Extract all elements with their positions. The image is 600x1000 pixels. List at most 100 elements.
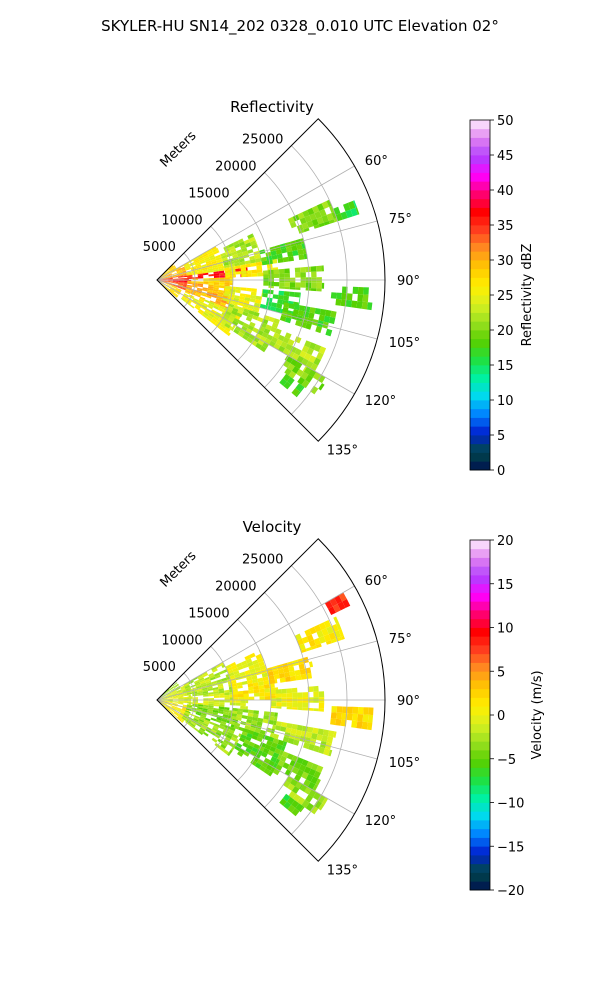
reflectivity-cell-region-19 bbox=[293, 304, 300, 311]
reflectivity-cell-region-5 bbox=[171, 285, 177, 288]
reflectivity-cell-region-6 bbox=[212, 248, 218, 253]
velocity-cell-region-4 bbox=[213, 702, 220, 705]
velocity-cell-region-13 bbox=[302, 692, 309, 698]
velocity-cell-region-15 bbox=[296, 757, 304, 765]
velocity-cell-region-3 bbox=[227, 681, 232, 685]
reflectivity-cell-region-6 bbox=[194, 261, 200, 265]
reflectivity-cell-region-4 bbox=[183, 283, 188, 285]
reflectivity-cell-region-11 bbox=[238, 258, 245, 263]
reflectivity-colorbar-level bbox=[470, 128, 490, 138]
reflectivity-cell-region-8 bbox=[224, 284, 230, 287]
velocity-cell-region-2 bbox=[161, 703, 166, 707]
reflectivity-cell-region-20 bbox=[299, 350, 307, 359]
velocity-cell-region-1 bbox=[171, 691, 177, 694]
reflectivity-cell-region-14 bbox=[239, 328, 246, 335]
velocity-cell-region-12 bbox=[331, 624, 339, 633]
reflectivity-cell-region-1 bbox=[161, 275, 167, 278]
velocity-cell-region-3 bbox=[202, 692, 209, 696]
velocity-cell-region-6 bbox=[201, 724, 208, 729]
reflectivity-cell-region-18 bbox=[271, 302, 278, 308]
reflectivity-cell-region-11 bbox=[240, 244, 247, 250]
reflectivity-cell-region-10 bbox=[194, 305, 200, 311]
reflectivity-cell-region-17 bbox=[316, 265, 322, 272]
velocity-cell-region-19 bbox=[295, 803, 304, 812]
velocity-cell-region-3 bbox=[228, 686, 233, 690]
velocity-colorbar-tick-label: −10 bbox=[497, 797, 524, 812]
velocity-cell-region-1 bbox=[167, 700, 173, 702]
reflectivity-cell-region-22 bbox=[367, 302, 373, 311]
velocity-cell-region-7 bbox=[232, 667, 239, 673]
reflectivity-cell-region-12 bbox=[251, 273, 258, 277]
reflectivity-colorbar-level bbox=[470, 382, 490, 392]
velocity-cell-region-13 bbox=[292, 707, 298, 710]
velocity-cell-region-9 bbox=[246, 719, 253, 724]
reflectivity-cell-region-6 bbox=[199, 259, 205, 263]
velocity-colorbar-level bbox=[470, 811, 490, 821]
velocity-cell-region-1 bbox=[177, 690, 183, 694]
velocity-cell-region-14 bbox=[306, 731, 313, 739]
velocity-cell-region-10 bbox=[236, 742, 243, 749]
reflectivity-cell-region-8 bbox=[203, 281, 209, 284]
velocity-cell-region-4 bbox=[219, 695, 225, 698]
reflectivity-cell-region-11 bbox=[254, 254, 261, 260]
reflectivity-cell-region-10 bbox=[216, 320, 222, 326]
velocity-cell-region-3 bbox=[216, 679, 222, 683]
velocity-theta-tick-label: 135° bbox=[327, 864, 358, 879]
reflectivity-cell-region-17 bbox=[310, 288, 317, 292]
reflectivity-cell-region-14 bbox=[271, 322, 279, 329]
reflectivity-cell-region-7 bbox=[197, 276, 204, 279]
velocity-cell-region-9 bbox=[237, 708, 244, 713]
velocity-cell-region-5 bbox=[186, 704, 193, 707]
velocity-cell-region-9 bbox=[244, 725, 251, 731]
reflectivity-cell-region-8 bbox=[203, 280, 209, 282]
velocity-cell-region-3 bbox=[218, 690, 225, 694]
reflectivity-cell-region-10 bbox=[209, 301, 215, 306]
reflectivity-cell-region-4 bbox=[183, 282, 188, 284]
reflectivity-cell-region-6 bbox=[196, 265, 202, 269]
velocity-cell-region-1 bbox=[177, 693, 183, 696]
reflectivity-cell-region-9 bbox=[196, 290, 202, 294]
velocity-cell-region-3 bbox=[221, 677, 228, 682]
reflectivity-cell-region-11 bbox=[221, 254, 228, 259]
velocity-cell-region-13 bbox=[313, 691, 319, 698]
velocity-cell-region-2 bbox=[177, 716, 183, 721]
velocity-cell-region-2 bbox=[170, 708, 175, 712]
velocity-colorbar-level bbox=[470, 706, 490, 716]
reflectivity-cell-region-11 bbox=[241, 247, 248, 253]
velocity-cell-region-9 bbox=[249, 726, 256, 732]
velocity-cell-region-4 bbox=[213, 693, 220, 696]
reflectivity-cell-region-13 bbox=[234, 295, 240, 299]
velocity-colorbar-level bbox=[470, 636, 490, 646]
velocity-cell-region-1 bbox=[162, 700, 168, 702]
reflectivity-cell-region-14 bbox=[238, 306, 245, 312]
reflectivity-cell-region-8 bbox=[197, 281, 204, 284]
velocity-cell-region-17 bbox=[357, 714, 364, 722]
velocity-cell-region-7 bbox=[225, 664, 232, 670]
velocity-field bbox=[157, 592, 374, 817]
reflectivity-cell-region-5 bbox=[161, 283, 166, 287]
reflectivity-cell-region-14 bbox=[233, 328, 240, 335]
velocity-cell-region-1 bbox=[178, 696, 184, 698]
reflectivity-colorbar-tick-label: 5 bbox=[497, 429, 505, 444]
reflectivity-cell-region-6 bbox=[201, 264, 207, 268]
velocity-cell-region-3 bbox=[208, 672, 214, 677]
reflectivity-cell-region-2 bbox=[167, 278, 173, 280]
reflectivity-cell-region-22 bbox=[335, 298, 342, 306]
reflectivity-cell-region-17 bbox=[279, 273, 285, 278]
reflectivity-cell-region-4 bbox=[172, 284, 178, 287]
velocity-cell-region-15 bbox=[316, 765, 324, 773]
velocity-cell-region-17 bbox=[367, 722, 373, 731]
velocity-cell-region-11 bbox=[269, 679, 276, 685]
velocity-cell-region-8 bbox=[238, 694, 244, 698]
velocity-cell-region-0 bbox=[168, 685, 173, 690]
reflectivity-colorbar-level bbox=[470, 295, 490, 305]
reflectivity-cell-region-11 bbox=[234, 262, 241, 267]
velocity-cell-region-1 bbox=[172, 695, 178, 698]
velocity-cell-region-2 bbox=[164, 706, 170, 711]
reflectivity-cell-region-9 bbox=[187, 282, 193, 285]
reflectivity-cell-region-10 bbox=[208, 313, 215, 318]
reflectivity-cell-region-6 bbox=[216, 247, 219, 251]
velocity-cell-region-17 bbox=[357, 707, 364, 715]
velocity-cell-region-6 bbox=[227, 731, 234, 737]
reflectivity-cell-region-7 bbox=[213, 271, 219, 274]
